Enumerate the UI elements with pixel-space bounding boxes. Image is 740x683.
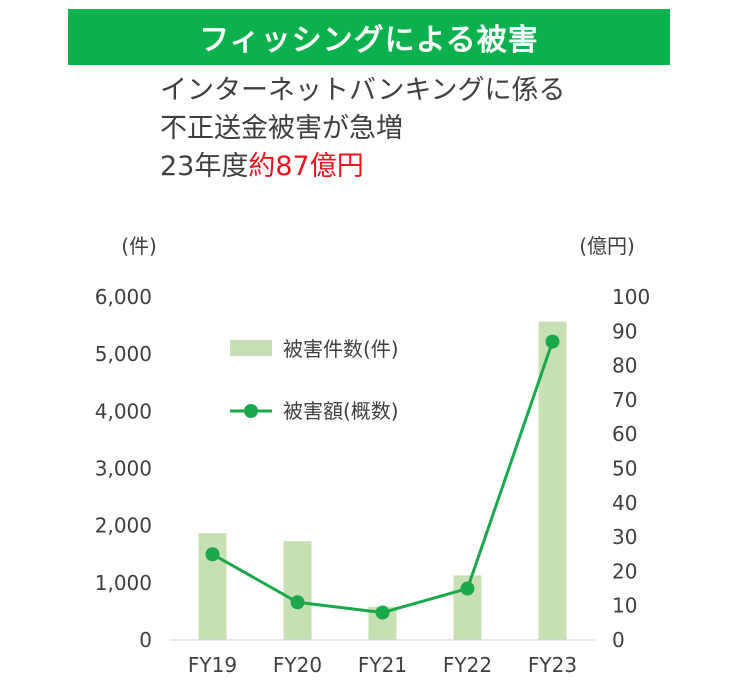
legend-swatch-marker — [244, 404, 258, 418]
headline-line-2: 不正送金被害が急増 — [160, 113, 403, 144]
legend-label-bar: 被害件数(件) — [283, 337, 399, 361]
left-axis-tick-label: 3,000 — [95, 457, 152, 481]
right-axis-tick-label: 80 — [612, 354, 637, 378]
headline: インターネットバンキングに係る 不正送金被害が急増 23年度約87億円 — [160, 72, 566, 186]
right-axis-tick-label: 20 — [612, 559, 637, 583]
right-axis-tick-label: 50 — [612, 457, 637, 481]
right-axis-tick-label: 90 — [612, 319, 637, 343]
left-axis-unit-label: (件) — [121, 234, 157, 258]
left-axis-tick-label: 5,000 — [95, 342, 152, 366]
x-axis-tick-label: FY22 — [443, 653, 492, 677]
line-point-fy19 — [205, 547, 220, 562]
headline-line-1: インターネットバンキングに係る — [160, 75, 566, 106]
line-series-damage-amount — [211, 341, 554, 615]
legend-label-line: 被害額(概数) — [283, 399, 399, 423]
banner-title: フィッシングによる被害 — [199, 23, 539, 58]
x-axis-tick-label: FY21 — [358, 653, 407, 677]
right-axis-tick-label: 0 — [612, 628, 625, 652]
line-point-fy22 — [460, 581, 475, 596]
line-point-fy21 — [375, 605, 390, 620]
left-axis-tick-label: 6,000 — [95, 285, 152, 309]
title-banner: フィッシングによる被害 — [68, 9, 670, 65]
right-axis-tick-label: 60 — [612, 422, 637, 446]
legend-swatch-bar — [230, 340, 272, 356]
right-axis-tick-label: 100 — [612, 285, 650, 309]
line-point-fy20 — [290, 595, 305, 610]
x-axis-tick-label: FY19 — [188, 653, 237, 677]
x-axis-tick-label: FY20 — [273, 653, 322, 677]
left-axis-tick-label: 0 — [139, 628, 152, 652]
right-axis-tick-label: 30 — [612, 525, 637, 549]
right-axis-tick-label: 10 — [612, 594, 637, 618]
right-axis-unit-label: (億円) — [579, 234, 635, 258]
left-axis-tick-label: 2,000 — [95, 514, 152, 538]
right-axis-tick-label: 40 — [612, 491, 637, 515]
left-axis-tick-label: 1,000 — [95, 571, 152, 595]
bar-fy23 — [538, 321, 567, 640]
left-axis-tick-label: 4,000 — [95, 399, 152, 423]
line-point-fy23 — [545, 334, 560, 349]
headline-line-3-prefix: 23年度 — [160, 151, 249, 182]
x-axis-tick-label: FY23 — [528, 653, 577, 677]
right-axis-tick-label: 70 — [612, 388, 637, 412]
headline-amount-highlight: 約87億円 — [248, 151, 364, 182]
headline-line-3: 23年度約87億円 — [160, 148, 566, 186]
bar-fy20 — [283, 541, 312, 640]
